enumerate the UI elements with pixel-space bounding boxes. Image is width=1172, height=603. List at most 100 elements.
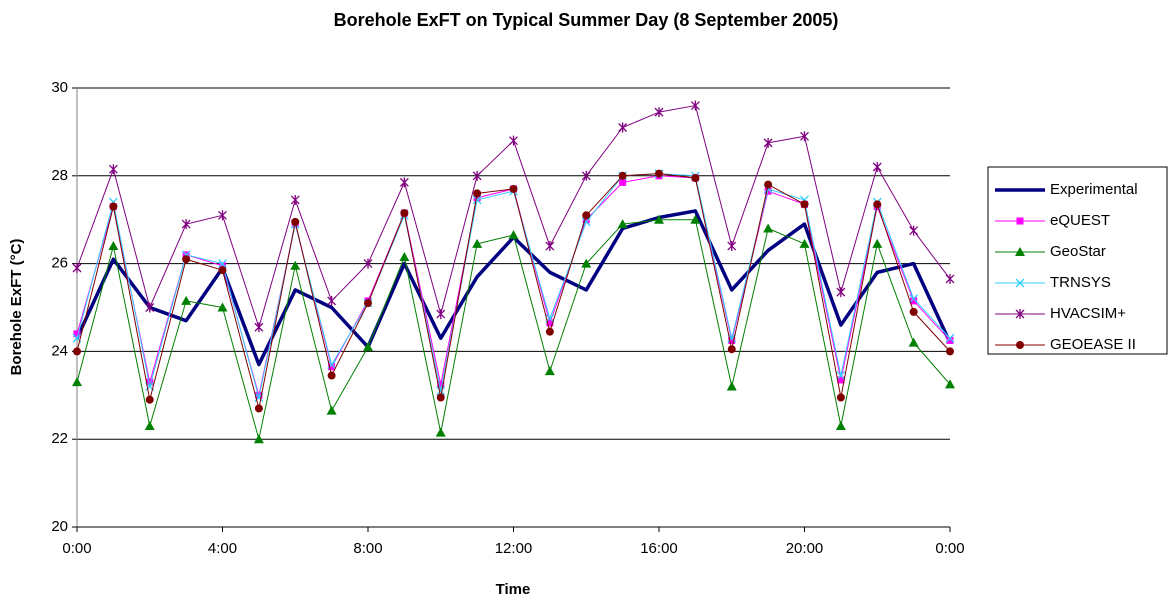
data-point: [327, 295, 337, 306]
data-point: [546, 319, 554, 327]
legend-marker: [1015, 309, 1025, 319]
data-point: [909, 307, 918, 316]
data-point: [728, 336, 736, 344]
data-point: [219, 262, 226, 270]
x-tick-label: 20:00: [786, 540, 824, 557]
data-point: [581, 258, 592, 268]
legend-box: [987, 166, 1168, 355]
y-tick-label: 28: [51, 167, 68, 184]
data-point: [217, 302, 228, 312]
data-point: [291, 217, 300, 226]
data-point: [436, 309, 446, 320]
data-point: [509, 184, 518, 193]
data-point: [73, 347, 81, 356]
y-tick-label: 26: [51, 255, 68, 272]
data-point: [946, 336, 954, 344]
x-tick-label: 12:00: [495, 540, 533, 557]
legend-label: GEOEASE II: [1050, 336, 1136, 353]
legend-marker: [1015, 278, 1025, 288]
data-point: [800, 200, 809, 209]
data-point: [545, 327, 554, 336]
data-point: [655, 169, 663, 178]
data-point: [399, 252, 410, 262]
data-point: [910, 297, 918, 305]
legend-label: TRNSYS: [1050, 274, 1111, 291]
data-point: [946, 347, 954, 356]
y-axis-title: Borehole ExFT (°C): [8, 239, 25, 376]
x-tick-label: 0:00: [62, 540, 91, 557]
data-point: [326, 405, 337, 415]
x-tick-label: 0:00: [935, 540, 964, 557]
data-point: [437, 380, 445, 388]
data-point: [328, 363, 336, 371]
data-point: [582, 211, 591, 220]
data-point: [691, 173, 700, 182]
legend-label: HVACSIM+: [1050, 305, 1126, 322]
data-point: [909, 294, 919, 304]
series-line: [76, 175, 951, 396]
data-point: [254, 322, 264, 333]
data-point: [472, 195, 482, 205]
legend-marker: [1015, 247, 1025, 256]
series-line: [76, 219, 951, 440]
data-point: [618, 122, 628, 133]
x-axis-title: Time: [496, 581, 531, 598]
data-point: [72, 262, 82, 273]
data-point: [654, 107, 664, 118]
data-point: [473, 194, 481, 202]
data-point: [654, 214, 664, 224]
data-point: [73, 330, 81, 338]
data-point: [509, 135, 518, 146]
data-point: [218, 259, 227, 269]
data-point: [763, 223, 774, 233]
data-point: [290, 260, 301, 270]
data-point: [872, 238, 883, 248]
data-point: [690, 214, 701, 224]
legend-label: eQUEST: [1050, 212, 1110, 229]
data-point: [364, 299, 372, 308]
legend-marker: [1016, 217, 1024, 225]
data-point: [218, 266, 227, 275]
data-point: [181, 295, 192, 305]
data-point: [690, 100, 700, 111]
data-point: [619, 178, 627, 186]
data-point: [400, 209, 409, 218]
data-point: [144, 421, 155, 431]
data-point: [145, 302, 155, 313]
data-point: [473, 189, 482, 198]
data-point: [181, 219, 191, 230]
data-point: [218, 210, 227, 221]
data-point: [508, 230, 519, 240]
data-point: [108, 241, 119, 251]
data-point: [872, 162, 882, 173]
data-point: [363, 342, 373, 352]
data-point: [764, 187, 772, 195]
data-point: [763, 137, 773, 148]
data-point: [472, 170, 482, 181]
data-point: [582, 216, 590, 224]
data-point: [618, 171, 627, 180]
data-point: [836, 287, 846, 298]
data-point: [837, 376, 845, 384]
data-point: [72, 377, 82, 387]
data-point: [617, 219, 628, 229]
x-tick-label: 8:00: [353, 540, 382, 557]
data-point: [436, 386, 446, 396]
data-point: [799, 238, 810, 248]
data-point: [363, 258, 373, 269]
data-point: [909, 225, 919, 236]
chart-title: Borehole ExFT on Typical Summer Day (8 S…: [334, 10, 839, 30]
data-point: [327, 360, 337, 370]
data-point: [109, 202, 118, 211]
data-point: [290, 194, 300, 205]
y-tick-label: 24: [51, 342, 68, 359]
y-tick-label: 20: [51, 518, 68, 535]
data-point: [727, 241, 737, 252]
data-point: [873, 200, 882, 209]
x-tick-label: 4:00: [208, 540, 237, 557]
data-point: [545, 241, 555, 252]
data-point: [544, 366, 555, 376]
data-point: [472, 238, 483, 248]
data-point: [146, 378, 154, 386]
